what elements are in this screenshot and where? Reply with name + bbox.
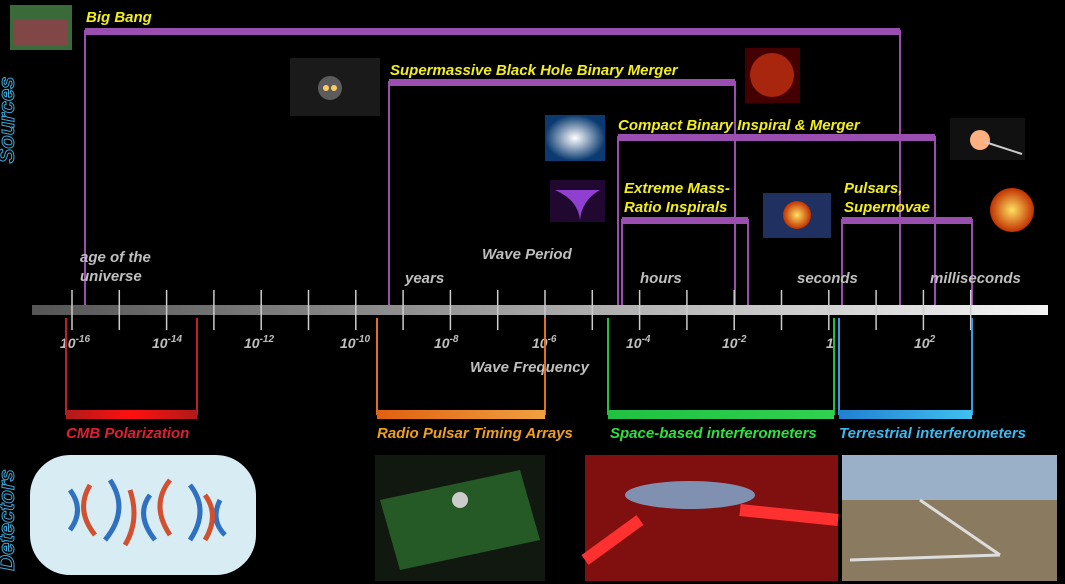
- detector-bar: [66, 410, 197, 419]
- source-label-line: Ratio Inspirals: [624, 199, 727, 216]
- frequency-label: 10-12: [244, 334, 274, 351]
- source-label-line: Big Bang: [86, 9, 152, 26]
- frequency-base: 10: [914, 335, 930, 351]
- detector-bar: [839, 410, 972, 419]
- frequency-base: 10: [434, 335, 450, 351]
- source-label: Compact Binary Inspiral & Merger: [618, 117, 861, 134]
- frequency-label: 10-2: [722, 334, 747, 351]
- axis-bar: [32, 305, 1048, 315]
- frequency-exponent: -12: [260, 334, 275, 345]
- frequency-exponent: -8: [450, 334, 459, 345]
- frequency-base: 10: [60, 335, 76, 351]
- frequency-exponent: -14: [168, 334, 183, 345]
- axis-title: Wave Frequency: [470, 359, 590, 376]
- source-label-line: Pulsars,: [844, 180, 902, 197]
- frequency-label: 10-10: [340, 334, 370, 351]
- detector-bar: [608, 410, 834, 419]
- frequency-base: 10: [244, 335, 260, 351]
- detector-label: Terrestrial interferometers: [839, 425, 1026, 442]
- frequency-label: 10-4: [626, 334, 651, 351]
- detector-label: Radio Pulsar Timing Arrays: [377, 425, 573, 442]
- period-label-line: age of the: [80, 249, 151, 266]
- frequency-exponent: -10: [356, 334, 371, 345]
- source-label: Pulsars, Supernovae: [844, 180, 930, 216]
- period-label: seconds: [797, 270, 858, 287]
- frequency-exponent: -16: [76, 334, 91, 345]
- frequency-exponent: -6: [548, 334, 557, 345]
- period-label: milliseconds: [930, 270, 1021, 287]
- period-label: hours: [640, 270, 682, 287]
- source-label-line: Compact Binary Inspiral & Merger: [618, 117, 861, 134]
- source-label: Extreme Mass- Ratio Inspirals: [624, 180, 730, 216]
- side-label: Sources: [0, 77, 19, 164]
- period-label-line: seconds: [797, 270, 858, 287]
- side-label: Detectors: [0, 469, 19, 570]
- frequency-base: 10: [340, 335, 356, 351]
- detector-images: [30, 455, 1057, 581]
- source-images: [10, 5, 1040, 238]
- period-label-line: milliseconds: [930, 270, 1021, 287]
- frequency-exponent: -2: [738, 334, 747, 345]
- axis-title: Wave Period: [482, 246, 573, 263]
- frequency-label: 10-16: [60, 334, 90, 351]
- source-bar-tops: [85, 28, 972, 224]
- frequency-label: 10-8: [434, 334, 459, 351]
- frequency-base: 10: [152, 335, 168, 351]
- frequency-label: 102: [914, 334, 936, 351]
- frequency-base: 10: [722, 335, 738, 351]
- detector-label: CMB Polarization: [66, 425, 189, 442]
- frequency-base: 10: [532, 335, 548, 351]
- period-label-line: universe: [80, 268, 142, 285]
- frequency-base: 10: [626, 335, 642, 351]
- source-label-line: Extreme Mass-: [624, 180, 730, 197]
- frequency-exponent: -4: [642, 334, 651, 345]
- frequency-base: 1: [826, 335, 834, 351]
- source-label: Big Bang: [86, 9, 152, 26]
- period-label-line: hours: [640, 270, 682, 287]
- ticks: [71, 290, 972, 330]
- detector-bar: [377, 410, 545, 419]
- frequency-exponent: 2: [929, 334, 936, 345]
- frequency-label: 1: [826, 335, 834, 351]
- source-label-line: Supermassive Black Hole Binary Merger: [390, 62, 679, 79]
- period-label: age of the universe: [80, 249, 151, 285]
- frequency-label: 10-14: [152, 334, 182, 351]
- source-label: Supermassive Black Hole Binary Merger: [390, 62, 679, 79]
- period-label: years: [404, 270, 444, 287]
- period-label-line: years: [404, 270, 444, 287]
- source-label-line: Supernovae: [844, 199, 930, 216]
- frequency-label: 10-6: [532, 334, 557, 351]
- detector-label: Space-based interferometers: [610, 425, 817, 442]
